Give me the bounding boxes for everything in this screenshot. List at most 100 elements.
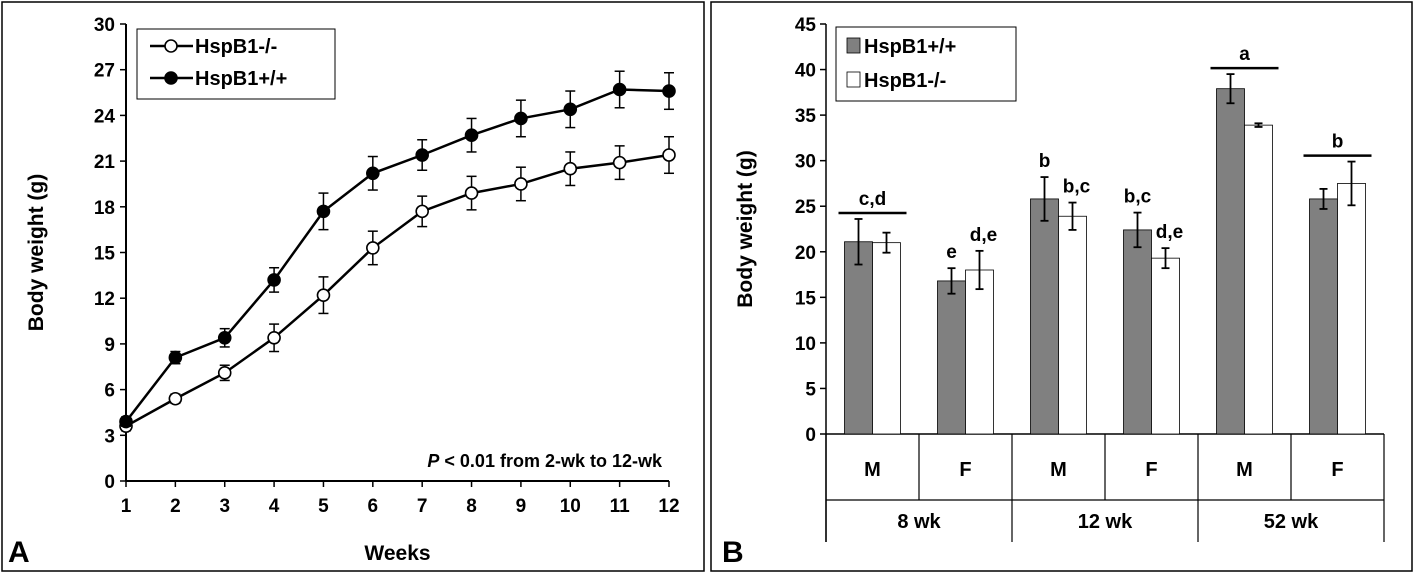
x-tick-label: 12 xyxy=(658,496,679,517)
bar xyxy=(872,242,901,435)
x-tick-label: 4 xyxy=(269,496,280,517)
y-tick-label: 24 xyxy=(94,106,116,127)
category-label: F xyxy=(959,459,971,481)
data-point xyxy=(168,350,183,365)
data-point xyxy=(217,366,232,380)
data-point xyxy=(464,186,479,200)
category-label: F xyxy=(1145,459,1157,481)
significance-label: e xyxy=(946,242,957,263)
bar xyxy=(937,280,966,435)
legend-swatch xyxy=(846,71,861,88)
significance-label: b,c xyxy=(1124,187,1152,208)
group-label: 52 wk xyxy=(1264,511,1319,533)
category-label: M xyxy=(1236,459,1253,481)
x-axis-label: Weeks xyxy=(364,542,430,565)
data-point xyxy=(217,331,232,345)
data-point xyxy=(612,82,627,97)
x-tick-label: 9 xyxy=(516,496,527,517)
data-point xyxy=(563,161,578,176)
data-point xyxy=(366,241,380,255)
significance-label: a xyxy=(1239,44,1250,65)
y-tick-label: 6 xyxy=(104,381,115,402)
y-tick-label: 30 xyxy=(94,15,115,36)
x-tick-label: 11 xyxy=(610,496,631,517)
p-text: < 0.01 from 2-wk to 12-wk xyxy=(439,451,663,471)
significance-label: b,c xyxy=(1063,177,1091,198)
category-label: M xyxy=(1050,459,1067,481)
legend-swatch xyxy=(846,37,861,54)
bar xyxy=(1123,229,1152,435)
x-tick-label: 6 xyxy=(368,496,379,517)
legend-label: HspB1+/+ xyxy=(195,68,287,90)
group-label: 8 wk xyxy=(897,511,941,533)
data-point xyxy=(119,414,133,429)
data-point xyxy=(415,148,429,162)
legend-label: HspB1-/- xyxy=(195,36,277,58)
data-point xyxy=(316,204,331,219)
y-tick-label: 35 xyxy=(795,106,817,127)
significance-label: d,e xyxy=(970,225,997,246)
y-tick-label: 18 xyxy=(94,198,115,219)
series-line-0 xyxy=(125,153,670,428)
bar xyxy=(1030,198,1059,435)
data-point xyxy=(168,391,183,406)
data-point xyxy=(514,111,528,126)
category-label: F xyxy=(1331,459,1343,481)
y-axis-label: Body weight (g) xyxy=(25,174,48,331)
panel-a-letter: A xyxy=(8,536,30,569)
bar xyxy=(1058,215,1087,435)
bar xyxy=(1216,88,1245,435)
x-tick-label: 10 xyxy=(560,496,581,517)
y-tick-label: 15 xyxy=(94,244,116,265)
bar-chart-panel-b: 0 5 10 15 20 25 30 35 40 45 Body weight (g) M F M F M F 8… xyxy=(734,15,1385,542)
bar xyxy=(1337,183,1366,435)
data-point xyxy=(563,102,578,117)
data-point xyxy=(316,288,331,302)
y-tick-label: 0 xyxy=(805,425,816,446)
bar xyxy=(1309,198,1338,435)
legend-label: HspB1+/+ xyxy=(864,36,956,58)
significance-label: b xyxy=(1039,151,1051,172)
p-italic: P xyxy=(427,451,440,471)
panel-b-letter: B xyxy=(722,536,744,569)
legend-label: HspB1-/- xyxy=(864,70,946,92)
data-point xyxy=(267,331,281,345)
data-point xyxy=(662,84,676,98)
y-tick-label: 21 xyxy=(94,152,116,173)
data-point xyxy=(514,177,528,191)
x-tick-label: 5 xyxy=(318,496,329,517)
legend-marker xyxy=(164,71,178,85)
y-axis-label: Body weight (g) xyxy=(734,150,757,307)
y-tick-label: 15 xyxy=(795,288,817,309)
y-tick-label: 10 xyxy=(795,334,816,355)
y-tick-label: 27 xyxy=(94,61,115,82)
significance-label: c,d xyxy=(859,189,886,210)
x-tick-label: 7 xyxy=(417,496,428,517)
legend-box xyxy=(835,26,1017,102)
y-tick-label: 45 xyxy=(795,15,817,36)
data-point xyxy=(415,204,429,219)
data-point xyxy=(464,128,479,143)
x-tick-label: 3 xyxy=(219,496,230,517)
bar xyxy=(1244,124,1273,435)
significance-label: d,e xyxy=(1156,222,1183,243)
y-tick-label: 20 xyxy=(795,243,816,264)
category-label: M xyxy=(864,459,881,481)
data-point xyxy=(267,273,281,287)
legend-marker xyxy=(164,39,178,53)
y-tick-label: 30 xyxy=(795,152,816,173)
y-tick-label: 40 xyxy=(795,61,816,82)
y-tick-label: 3 xyxy=(104,426,115,447)
significance-label: b xyxy=(1332,132,1344,153)
y-tick-label: 5 xyxy=(805,379,816,400)
x-tick-label: 2 xyxy=(170,496,181,517)
x-tick-label: 1 xyxy=(121,496,132,517)
y-tick-label: 0 xyxy=(104,472,115,493)
y-tick-label: 9 xyxy=(104,335,115,356)
y-tick-label: 25 xyxy=(795,197,817,218)
x-tick-label: 8 xyxy=(466,496,477,517)
data-point xyxy=(662,148,676,162)
bar xyxy=(844,241,873,435)
